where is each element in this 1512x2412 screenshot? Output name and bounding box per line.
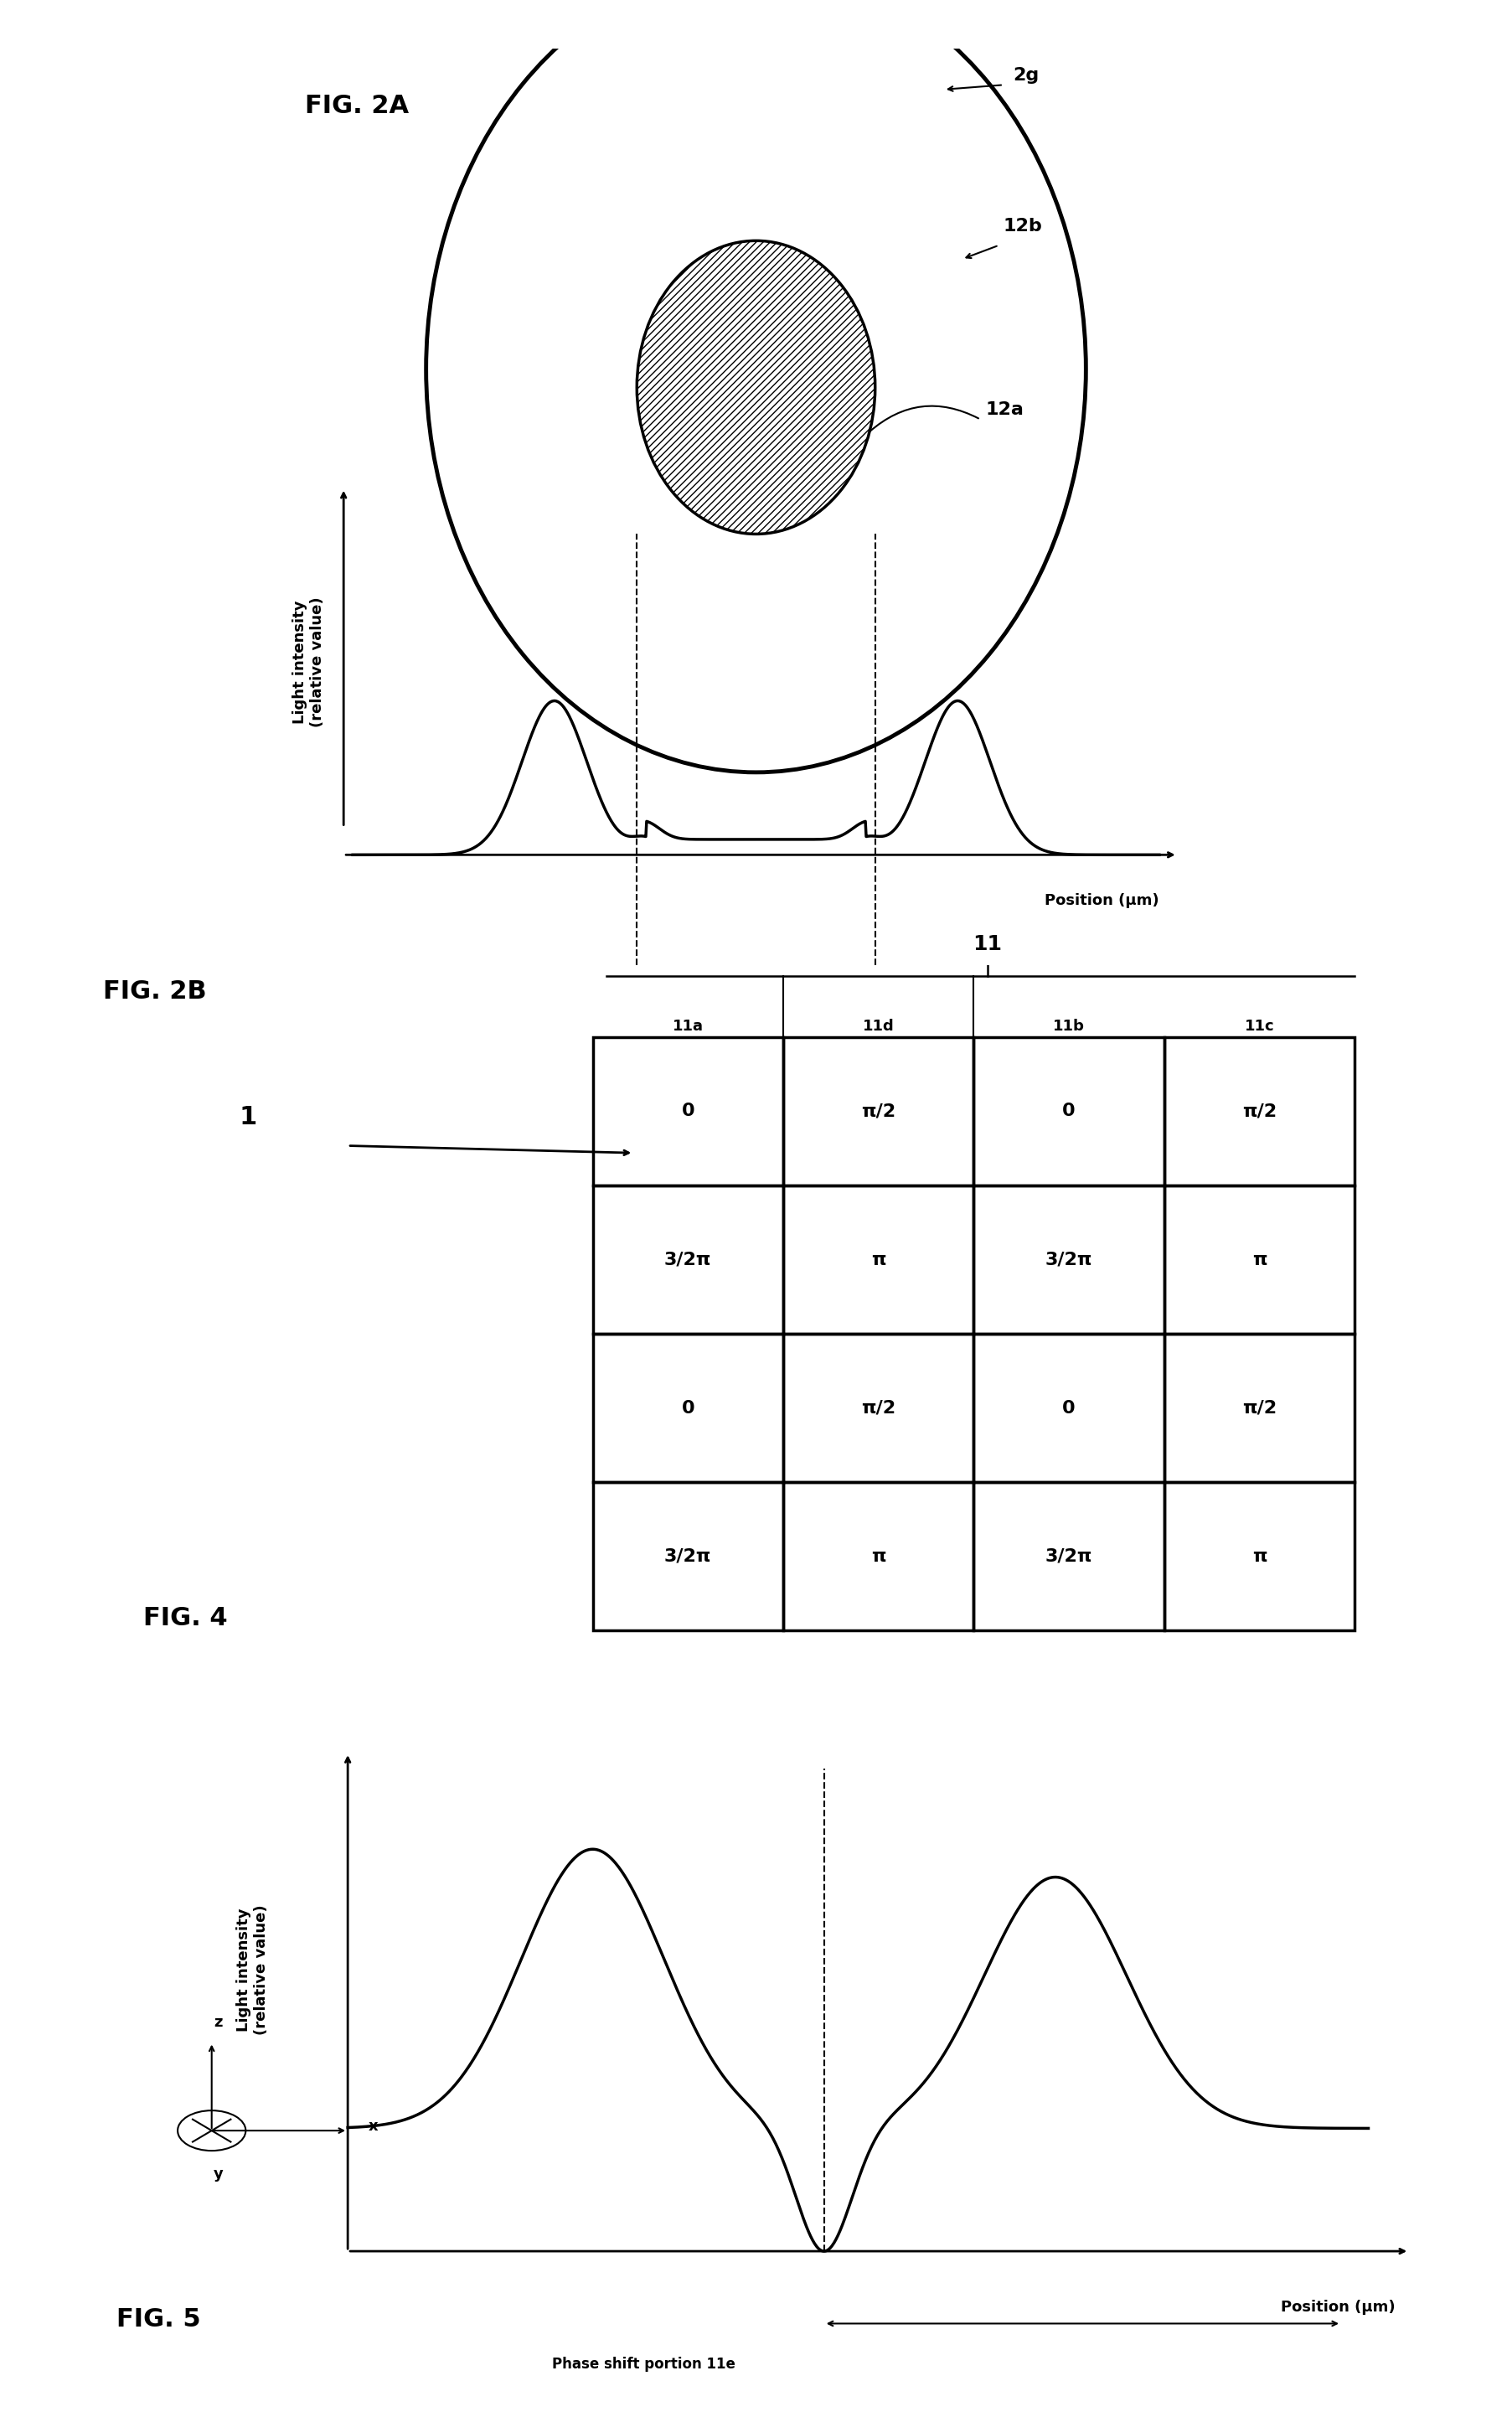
Text: 0: 0	[682, 1399, 694, 1416]
Text: 11d: 11d	[863, 1018, 894, 1032]
Text: π/2: π/2	[1243, 1399, 1276, 1416]
Text: Light intensity
(relative value): Light intensity (relative value)	[236, 1905, 269, 2036]
Text: Position (μm): Position (μm)	[1281, 2299, 1396, 2316]
Text: Light intensity
(relative value): Light intensity (relative value)	[292, 598, 325, 728]
Text: 0: 0	[1063, 1102, 1075, 1119]
Text: FIG. 4: FIG. 4	[144, 1606, 228, 1631]
Bar	[1164, 1481, 1355, 1631]
Bar	[974, 1037, 1164, 1187]
Text: y: y	[213, 2166, 224, 2183]
Bar	[974, 1334, 1164, 1481]
Text: 3/2π: 3/2π	[664, 1549, 712, 1565]
Text: π: π	[871, 1252, 886, 1269]
Text: π: π	[871, 1549, 886, 1565]
Text: Phase shift portion 11e: Phase shift portion 11e	[552, 2357, 735, 2371]
Text: π: π	[1252, 1252, 1267, 1269]
Text: FIG. 2A: FIG. 2A	[305, 94, 410, 118]
Bar	[1164, 1334, 1355, 1481]
Text: π: π	[1252, 1549, 1267, 1565]
Text: π/2: π/2	[862, 1399, 895, 1416]
Text: x: x	[369, 2120, 378, 2135]
Text: 3/2π: 3/2π	[664, 1252, 712, 1269]
Bar	[783, 1481, 974, 1631]
Bar	[783, 1184, 974, 1334]
Text: 1: 1	[239, 1105, 257, 1129]
Bar	[974, 1481, 1164, 1631]
Text: 3/2π: 3/2π	[1045, 1549, 1093, 1565]
Text: FIG. 2B: FIG. 2B	[103, 979, 206, 1003]
Text: 12b: 12b	[1004, 217, 1043, 234]
Text: Position (μm): Position (μm)	[1045, 892, 1160, 909]
Text: FIG. 5: FIG. 5	[116, 2308, 201, 2332]
Text: 2g: 2g	[1013, 68, 1039, 84]
Text: 0: 0	[1063, 1399, 1075, 1416]
Text: 11b: 11b	[1054, 1018, 1084, 1032]
Bar	[593, 1184, 783, 1334]
Bar	[783, 1037, 974, 1187]
Bar	[1164, 1037, 1355, 1187]
Bar	[593, 1334, 783, 1481]
Text: 11: 11	[972, 933, 1002, 953]
Bar	[974, 1184, 1164, 1334]
Bar	[1164, 1184, 1355, 1334]
Text: 3/2π: 3/2π	[1045, 1252, 1093, 1269]
Bar	[593, 1481, 783, 1631]
Bar	[783, 1334, 974, 1481]
Text: 11a: 11a	[673, 1018, 703, 1032]
Text: π/2: π/2	[862, 1102, 895, 1119]
Text: 12a: 12a	[986, 400, 1024, 417]
Text: 11c: 11c	[1244, 1018, 1275, 1032]
Bar	[593, 1037, 783, 1187]
Text: z: z	[215, 2014, 222, 2031]
Text: 0: 0	[682, 1102, 694, 1119]
Text: π/2: π/2	[1243, 1102, 1276, 1119]
